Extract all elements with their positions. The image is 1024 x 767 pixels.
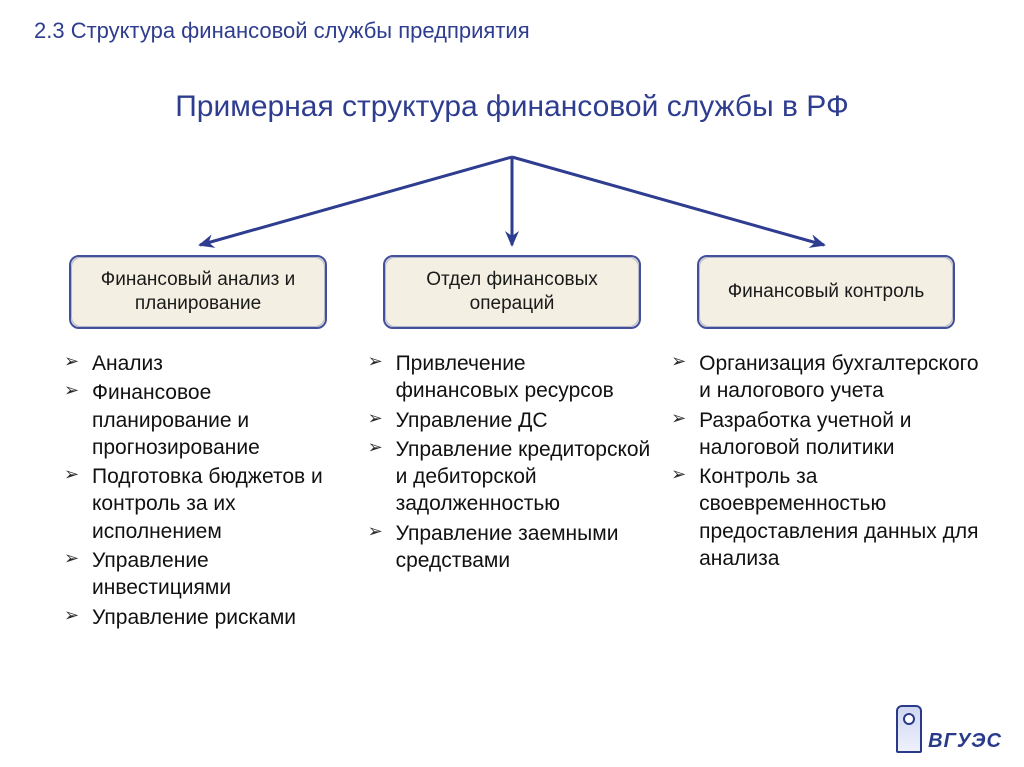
department-lists-row: Анализ Финансовое планирование и прогноз… xyxy=(0,350,1024,633)
list-item: Контроль за своевременностью предоставле… xyxy=(671,463,984,572)
branch-arrow xyxy=(200,157,512,245)
list-item: Управление рисками xyxy=(64,604,348,631)
section-heading: 2.3 Структура финансовой службы предприя… xyxy=(34,18,530,44)
main-title: Примерная структура финансовой службы в … xyxy=(0,90,1024,124)
logo-text: ВГУЭС xyxy=(928,730,1002,753)
dept-box-label: Отдел финансовых операций xyxy=(397,268,627,316)
list-item: Подготовка бюджетов и контроль за их исп… xyxy=(64,463,348,545)
branch-arrows xyxy=(0,145,1024,265)
dept-list-analysis: Анализ Финансовое планирование и прогноз… xyxy=(64,350,348,633)
list-item: Управление кредиторской и дебиторской за… xyxy=(368,436,652,518)
list-item: Анализ xyxy=(64,350,348,377)
list-item: Разработка учетной и налоговой политики xyxy=(671,407,984,462)
list-item: Управление инвестициями xyxy=(64,547,348,602)
logo-figure-icon xyxy=(896,705,922,753)
dept-box-analysis: Финансовый анализ и планирование xyxy=(69,255,327,329)
dept-box-control: Финансовый контроль xyxy=(697,255,955,329)
dept-box-label: Финансовый контроль xyxy=(728,280,925,304)
list-item: Управление ДС xyxy=(368,407,652,434)
list-item: Привлечение финансовых ресурсов xyxy=(368,350,652,405)
list-item: Финансовое планирование и прогнозировани… xyxy=(64,379,348,461)
dept-box-label: Финансовый анализ и планирование xyxy=(83,268,313,316)
branch-arrow xyxy=(512,157,824,245)
dept-list-operations: Привлечение финансовых ресурсов Управлен… xyxy=(368,350,652,633)
list-item: Управление заемными средствами xyxy=(368,520,652,575)
footer-logo: ВГУЭС xyxy=(896,705,1002,753)
dept-list-control: Организация бухгалтерского и налогового … xyxy=(671,350,984,633)
list-item: Организация бухгалтерского и налогового … xyxy=(671,350,984,405)
dept-box-operations: Отдел финансовых операций xyxy=(383,255,641,329)
department-boxes-row: Финансовый анализ и планирование Отдел ф… xyxy=(0,255,1024,329)
